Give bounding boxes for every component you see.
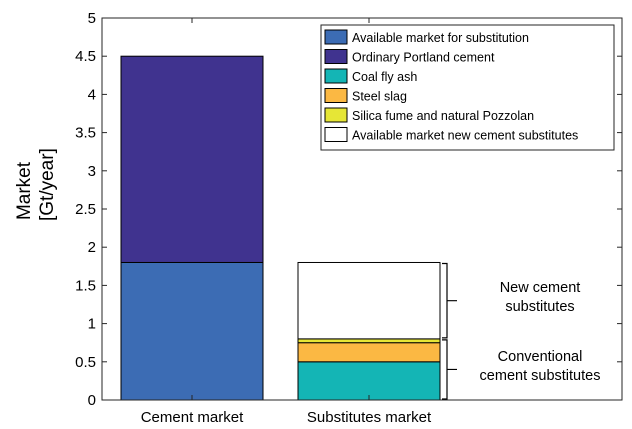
bar-1-segment-1 (120, 261, 264, 401)
y-tick-label-6: 2.5 (75, 201, 96, 218)
legend-label-4: Steel slag (352, 90, 407, 104)
bar-2-segment-6 (297, 261, 441, 340)
y-tick-label-9: 4 (88, 86, 96, 103)
legend-swatch-1 (324, 29, 348, 45)
bar-2-segment-4 (297, 342, 441, 363)
y-tick-label-3: 1 (88, 316, 96, 333)
legend-box (320, 24, 615, 151)
legend-label-1: Available market for substitution (352, 31, 529, 45)
legend-label-3: Coal fly ash (352, 70, 417, 84)
legend-swatch-4 (324, 88, 348, 103)
y-tick-label-1: 0 (88, 392, 96, 409)
y-tick-label-11: 5 (88, 10, 96, 27)
x-tick-label-2: Substitutes market (307, 409, 432, 426)
y-tick-label-4: 1.5 (75, 277, 96, 294)
legend-label-2: Ordinary Portland cement (352, 51, 495, 65)
legend-label-6: Available market new cement substitutes (352, 129, 578, 143)
bar-2-segment-5 (297, 338, 441, 344)
annotation-bracket-1 (442, 262, 457, 339)
y-tick-label-2: 0.5 (75, 354, 96, 371)
y-tick-label-5: 2 (88, 239, 96, 256)
bars-layer (120, 55, 441, 401)
axes-layer: Cement market Substitutes market 0 0.5 1 1.5 2… (75, 10, 623, 426)
y-tick-label-7: 3 (88, 163, 96, 180)
annotation-bracket-2 (442, 339, 457, 400)
x-tick-label-1: Cement market (141, 409, 244, 426)
legend-label-5: Silica fume and natural Pozzolan (352, 109, 534, 123)
annotation-2-line-2: cement substitutes (480, 368, 601, 384)
annotation-1-line-2: substitutes (505, 299, 574, 315)
y-tick-label-8: 3.5 (75, 125, 96, 142)
annotation-1-line-1: New cement (500, 280, 581, 296)
legend-swatch-2 (324, 49, 348, 64)
annotation-2-line-1: Conventional (498, 349, 583, 365)
annotations-layer: New cement substitutes Conventional cement … (442, 262, 601, 400)
bar-2-segment-3 (297, 361, 441, 401)
legend-swatch-3 (324, 68, 348, 84)
legend: Available market for substitution Ordinar… (320, 24, 615, 151)
legend-swatch-5 (324, 107, 348, 123)
bar-1-segment-2 (120, 55, 264, 263)
legend-swatch-6 (324, 127, 348, 142)
y-tick-label-10: 4.5 (75, 48, 96, 65)
